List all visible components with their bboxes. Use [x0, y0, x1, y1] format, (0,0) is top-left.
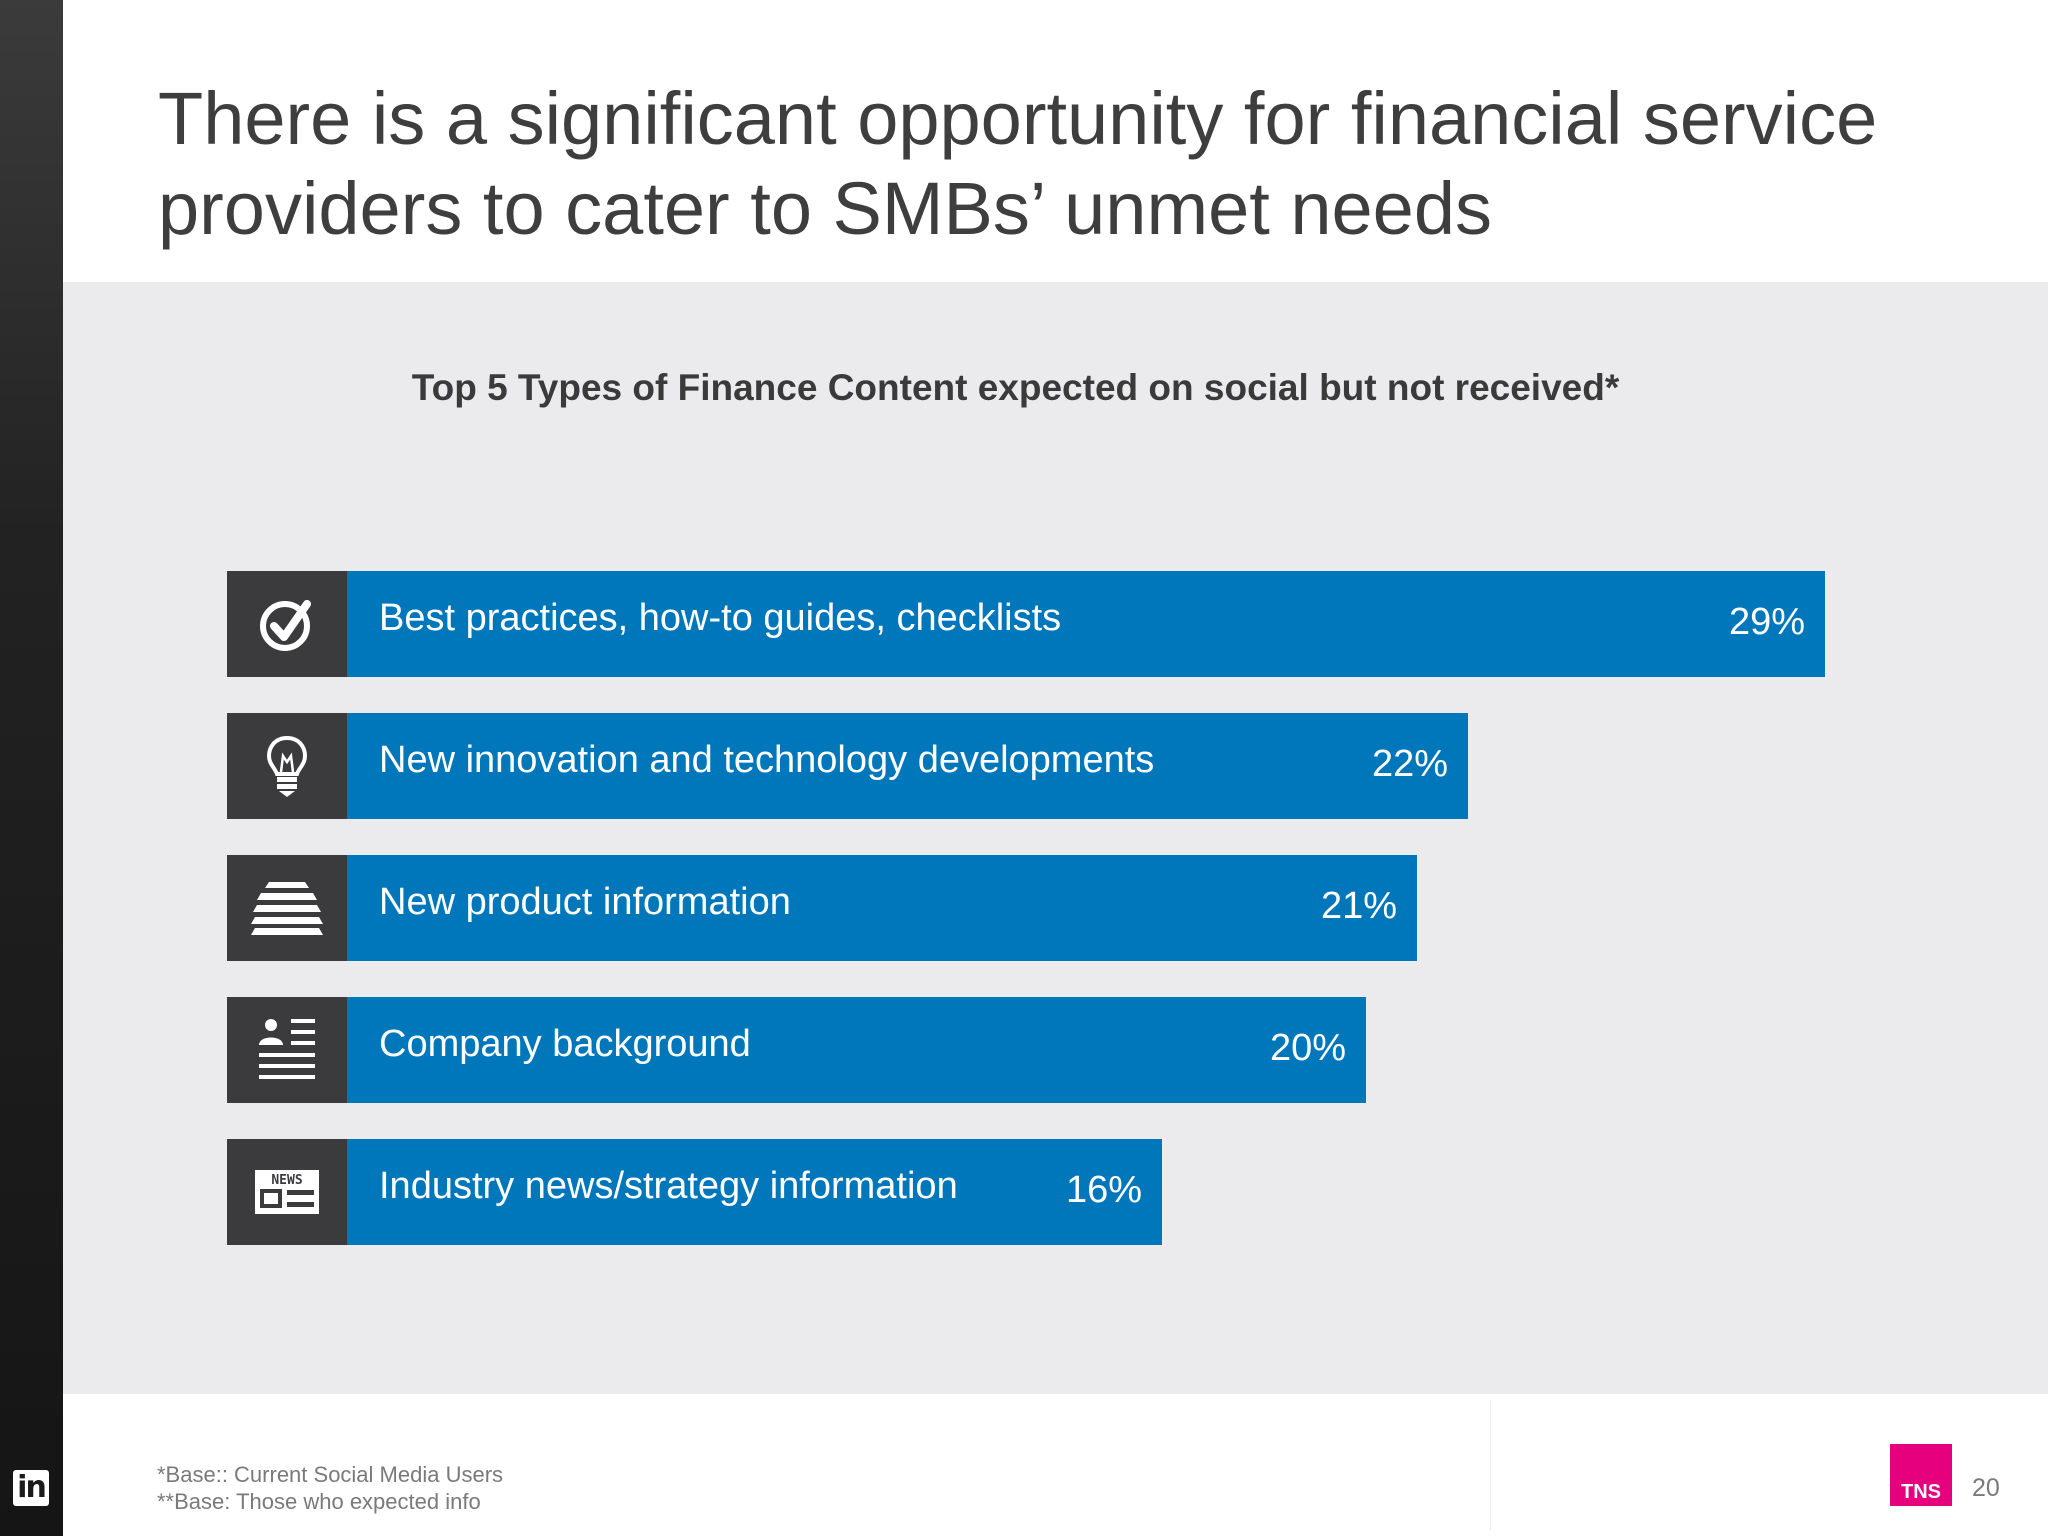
bar-label: Industry news/strategy information: [379, 1165, 958, 1207]
bar-label: New product information: [379, 881, 791, 923]
bar: [347, 571, 1825, 677]
checkmark-icon: [227, 571, 347, 677]
bar: [347, 1139, 1162, 1245]
lightbulb-icon: [227, 713, 347, 819]
left-sidebar: in: [0, 0, 63, 1536]
footnote-base: *Base:: Current Social Media Users: [157, 1462, 504, 1487]
bar-value-label: 21%: [1320, 885, 1397, 927]
footer-divider: [1490, 1400, 1491, 1530]
bar-value-label: 20%: [1269, 1027, 1346, 1069]
linkedin-logo-icon: in: [13, 1470, 49, 1506]
bar-label: Best practices, how-to guides, checklist…: [379, 597, 1062, 639]
chart-title: Top 5 Types of Finance Content expected …: [411, 367, 1620, 408]
bar: [347, 997, 1366, 1103]
bar-label: Company background: [379, 1023, 751, 1065]
bar-label: New innovation and technology developmen…: [379, 739, 1155, 781]
bar: [347, 855, 1417, 961]
bar: [347, 713, 1468, 819]
bar-value-label: 16%: [1065, 1169, 1142, 1211]
chart-panel: Top 5 Types of Finance Content expected …: [63, 282, 2048, 1394]
bar-value-label: 29%: [1728, 601, 1805, 643]
bar-chart: Best practices, how-to guides, checklist…: [63, 282, 2048, 1394]
svg-text:NEWS: NEWS: [271, 1173, 302, 1188]
page-number: 20: [1972, 1474, 2000, 1502]
layers-icon: [227, 855, 347, 961]
slide-title: There is a significant opportunity for f…: [158, 77, 1878, 250]
tns-logo: TNS: [1890, 1444, 1952, 1506]
bar-value-label: 22%: [1371, 743, 1448, 785]
profile-document-icon: [227, 997, 347, 1103]
newspaper-icon: NEWS: [227, 1139, 347, 1245]
footnote-expected: **Base: Those who expected info: [157, 1489, 481, 1514]
